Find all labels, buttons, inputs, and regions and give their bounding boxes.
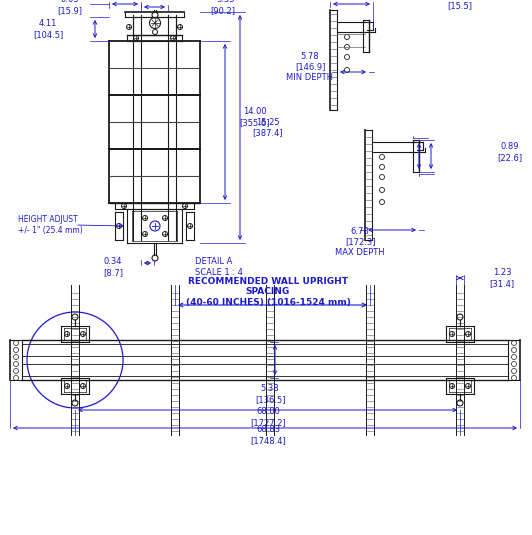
Text: 6.78
[172.3]
MAX DEPTH: 6.78 [172.3] MAX DEPTH <box>335 227 385 257</box>
Text: 5.78
[146.9]
MIN DEPTH: 5.78 [146.9] MIN DEPTH <box>287 52 334 82</box>
Text: 5.38
[136.5]: 5.38 [136.5] <box>255 384 285 404</box>
Text: 0.61
[15.5]: 0.61 [15.5] <box>447 0 472 10</box>
Text: 0.89
[22.6]: 0.89 [22.6] <box>497 142 522 162</box>
Text: RECOMMENDED WALL UPRIGHT
SPACING
(40-60 INCHES) (1016-1524 mm): RECOMMENDED WALL UPRIGHT SPACING (40-60 … <box>186 277 351 307</box>
Text: 15.25
[387.4]: 15.25 [387.4] <box>253 118 284 137</box>
Text: DETAIL A
SCALE 1 : 4: DETAIL A SCALE 1 : 4 <box>195 257 243 277</box>
Text: 4.11
[104.5]: 4.11 [104.5] <box>33 19 63 39</box>
Text: 68.00
[1727.2]: 68.00 [1727.2] <box>250 407 286 427</box>
Text: 0.63
[15.9]: 0.63 [15.9] <box>57 0 82 14</box>
Text: HEIGHT ADJUST
+/- 1" (25.4 mm): HEIGHT ADJUST +/- 1" (25.4 mm) <box>18 215 83 235</box>
Text: 0.34
[8.7]: 0.34 [8.7] <box>103 257 123 277</box>
Text: 3.55
[90.2]: 3.55 [90.2] <box>210 0 235 14</box>
Text: 14.00
[355.6]: 14.00 [355.6] <box>240 108 270 127</box>
Text: 1.23
[31.4]: 1.23 [31.4] <box>489 268 514 288</box>
Text: 68.83
[1748.4]: 68.83 [1748.4] <box>250 425 286 445</box>
